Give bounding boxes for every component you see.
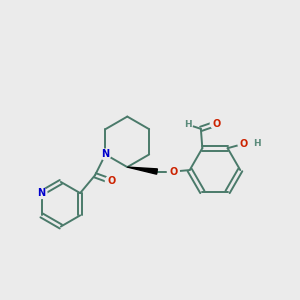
Circle shape xyxy=(105,175,117,187)
Text: H: H xyxy=(184,120,191,129)
Circle shape xyxy=(167,166,179,178)
Circle shape xyxy=(210,118,222,130)
Text: H: H xyxy=(253,139,260,148)
Polygon shape xyxy=(127,167,158,174)
Circle shape xyxy=(238,138,250,150)
Text: N: N xyxy=(101,149,110,160)
Text: O: O xyxy=(240,139,248,149)
Circle shape xyxy=(182,119,193,130)
Circle shape xyxy=(251,139,262,149)
Circle shape xyxy=(100,149,111,160)
Text: O: O xyxy=(107,176,116,186)
Text: O: O xyxy=(169,167,178,176)
Text: O: O xyxy=(212,118,220,128)
Circle shape xyxy=(36,188,47,198)
Text: N: N xyxy=(38,188,46,198)
